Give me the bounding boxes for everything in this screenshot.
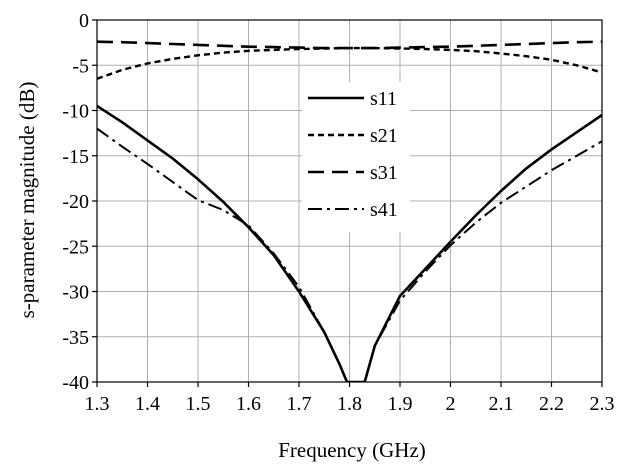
x-tick-label: 1.9 [388, 393, 413, 415]
x-tick-label: 2.1 [489, 393, 514, 415]
x-tick-label: 2.3 [590, 393, 615, 415]
series-line-s11 [97, 104, 602, 382]
legend-background [302, 82, 410, 232]
y-tick-label: -10 [62, 101, 89, 123]
series-lines [97, 40, 602, 382]
y-tick-label: -5 [72, 55, 89, 77]
y-tick-label: -20 [62, 191, 89, 213]
y-tick-label: -40 [62, 372, 89, 394]
axes [92, 19, 603, 387]
x-tick-label: 2 [446, 393, 456, 415]
legend-label-s41: s41 [370, 199, 398, 221]
tick-labels: 1.3 1.4 1.5 1.6 1.7 1.8 1.9 2 2.1 2.2 2.3 0 -5 -10 -15… [62, 10, 614, 415]
x-tick-label: 1.6 [236, 393, 261, 415]
legend-label-s31: s31 [370, 162, 398, 184]
x-tick-label: 1.7 [287, 393, 312, 415]
y-tick-label: -35 [62, 327, 89, 349]
y-axis-label: s-parameter magnitude (dB) [15, 82, 39, 319]
y-tick-label: -25 [62, 236, 89, 258]
x-tick-label: 1.3 [85, 393, 110, 415]
x-tick-label: 2.2 [539, 393, 564, 415]
x-axis-label: Frequency (GHz) [278, 438, 426, 462]
x-tick-label: 1.5 [186, 393, 211, 415]
x-tick-label: 1.8 [337, 393, 362, 415]
x-tick-label: 1.4 [135, 393, 160, 415]
legend-label-s21: s21 [370, 125, 398, 147]
legend-label-s11: s11 [370, 88, 397, 110]
series-line-s31 [97, 40, 602, 50]
y-tick-label: -30 [62, 282, 89, 304]
plot-frame [96, 19, 603, 383]
legend: s11 s21 s31 s41 [302, 82, 410, 232]
y-tick-label: 0 [79, 10, 89, 32]
series-line-s41 [97, 127, 602, 382]
y-tick-label: -15 [62, 146, 89, 168]
